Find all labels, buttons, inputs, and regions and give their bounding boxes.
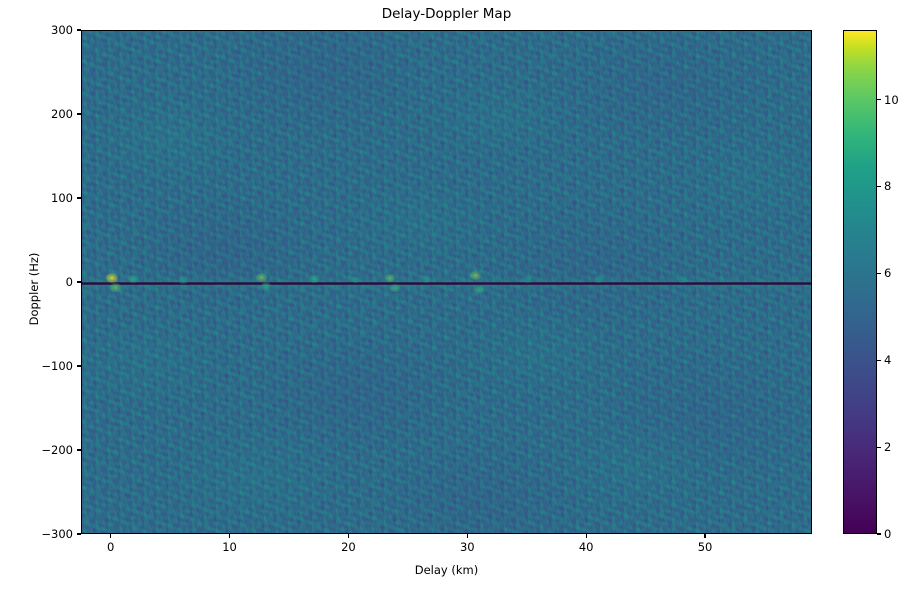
y-tick-label: −300	[41, 527, 73, 541]
x-tick-label: 30	[459, 540, 475, 554]
y-tick-mark	[77, 113, 81, 115]
x-tick-mark	[347, 534, 349, 538]
colorbar-tick-label: 8	[884, 179, 892, 194]
y-tick-mark	[77, 533, 81, 535]
colorbar-tick-mark	[877, 359, 881, 361]
heatmap-plot-area[interactable]	[81, 30, 812, 534]
x-tick-mark	[704, 534, 706, 538]
y-tick-label: 0	[65, 275, 73, 289]
x-tick-mark	[466, 534, 468, 538]
y-tick-mark	[77, 365, 81, 367]
y-tick-mark	[77, 449, 81, 451]
colorbar-tick-mark	[877, 446, 881, 448]
x-tick-label: 10	[222, 540, 237, 554]
y-tick-mark	[77, 29, 81, 31]
y-tick-label: −200	[41, 443, 73, 457]
y-tick-label: 200	[51, 107, 73, 121]
colorbar-tick-mark	[877, 272, 881, 274]
colorbar[interactable]	[843, 30, 877, 534]
x-tick-label: 20	[341, 540, 356, 554]
y-axis-label: Doppler (Hz)	[27, 252, 41, 326]
x-tick-label: 50	[697, 540, 713, 554]
colorbar-tick-label: 10	[884, 92, 899, 107]
y-tick-label: 300	[51, 23, 73, 37]
colorbar-tick-mark	[877, 533, 881, 535]
x-tick-mark	[110, 534, 112, 538]
colorbar-tick-label: 0	[884, 527, 892, 541]
zero-doppler-notch-line	[82, 281, 811, 285]
colorbar-tick-label: 2	[884, 440, 892, 455]
x-tick-label: 0	[107, 540, 115, 554]
x-tick-label: 40	[578, 540, 594, 554]
y-tick-label: 100	[51, 191, 73, 205]
x-tick-mark	[585, 534, 587, 538]
colorbar-tick-label: 4	[884, 353, 892, 368]
page-title: Delay-Doppler Map	[381, 6, 512, 22]
x-axis-label: Delay (km)	[414, 563, 479, 577]
colorbar-tick-mark	[877, 98, 881, 101]
x-tick-mark	[229, 534, 231, 538]
y-tick-mark	[77, 197, 81, 199]
y-tick-label: −100	[41, 359, 73, 373]
colorbar-tick-mark	[877, 185, 881, 187]
y-tick-mark	[77, 281, 81, 283]
colorbar-tick-label: 6	[884, 266, 892, 281]
